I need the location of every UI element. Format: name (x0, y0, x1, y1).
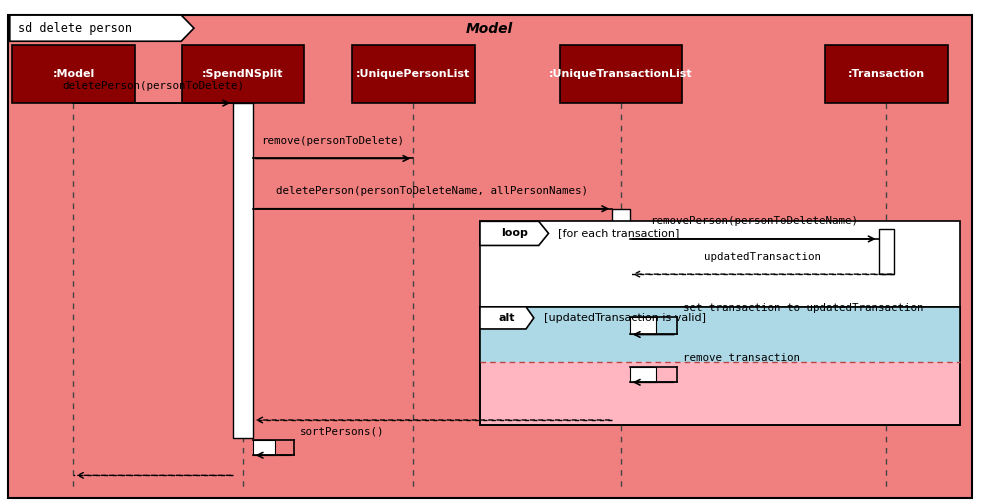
FancyBboxPatch shape (629, 367, 656, 382)
FancyBboxPatch shape (12, 45, 134, 103)
Text: :SpendNSplit: :SpendNSplit (203, 69, 284, 79)
Text: Model: Model (466, 22, 514, 36)
Text: :Model: :Model (52, 69, 95, 79)
Text: removePerson(personToDeleteName): removePerson(personToDeleteName) (650, 216, 859, 226)
Text: loop: loop (501, 228, 528, 238)
Text: :UniquePersonList: :UniquePersonList (357, 69, 470, 79)
FancyBboxPatch shape (878, 229, 894, 274)
Text: remove transaction: remove transaction (683, 353, 799, 363)
Text: :Transaction: :Transaction (848, 69, 925, 79)
FancyBboxPatch shape (560, 45, 683, 103)
FancyBboxPatch shape (352, 45, 474, 103)
FancyBboxPatch shape (613, 209, 629, 417)
FancyBboxPatch shape (480, 307, 960, 425)
Text: set transaction to updatedTransaction: set transaction to updatedTransaction (683, 303, 923, 313)
FancyBboxPatch shape (182, 45, 304, 103)
FancyBboxPatch shape (8, 15, 971, 498)
Text: deletePerson(personToDeleteName, allPersonNames): deletePerson(personToDeleteName, allPers… (277, 186, 589, 196)
FancyBboxPatch shape (480, 221, 960, 319)
Text: sortPersons(): sortPersons() (299, 426, 384, 436)
Text: sd delete person: sd delete person (18, 22, 131, 35)
Text: updatedTransaction: updatedTransaction (703, 252, 821, 262)
Polygon shape (480, 221, 548, 245)
FancyBboxPatch shape (233, 103, 253, 438)
FancyBboxPatch shape (480, 307, 960, 362)
Text: alt: alt (499, 313, 515, 323)
Polygon shape (480, 307, 534, 329)
Text: :UniqueTransactionList: :UniqueTransactionList (549, 69, 693, 79)
FancyBboxPatch shape (825, 45, 947, 103)
FancyBboxPatch shape (253, 440, 276, 455)
Polygon shape (10, 15, 194, 41)
Text: [for each transaction]: [for each transaction] (558, 228, 680, 238)
Text: remove(personToDelete): remove(personToDelete) (262, 136, 404, 146)
Text: deletePerson(personToDelete): deletePerson(personToDelete) (62, 80, 244, 91)
Text: [updatedTransaction is valid]: [updatedTransaction is valid] (543, 313, 705, 323)
FancyBboxPatch shape (629, 317, 656, 334)
